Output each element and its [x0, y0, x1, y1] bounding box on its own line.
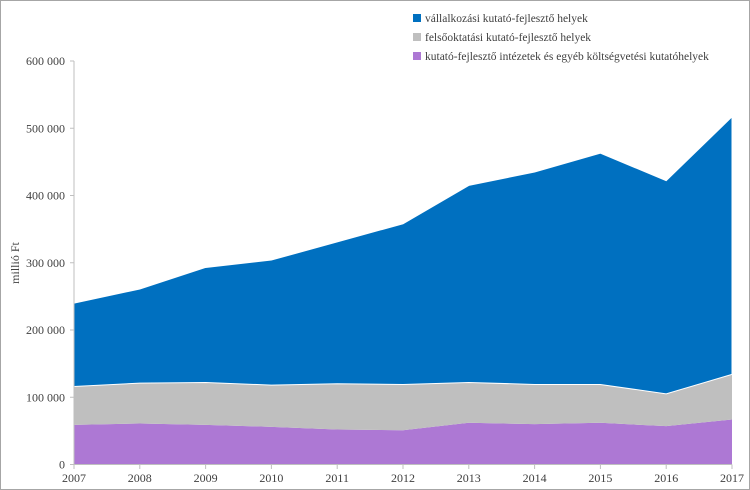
x-tick-label: 2016 — [654, 471, 678, 485]
y-tick-label: 500 000 — [26, 121, 65, 135]
x-tick-label: 2012 — [391, 471, 415, 485]
y-tick-label: 100 000 — [26, 390, 65, 404]
x-tick-label: 2011 — [325, 471, 349, 485]
x-tick-label: 2008 — [128, 471, 152, 485]
legend-label: vállalkozási kutató-fejlesztő helyek — [425, 13, 588, 25]
area-series-1 — [74, 374, 732, 431]
legend-item: kutató-fejlesztő intézetek és egyéb költ… — [413, 51, 709, 63]
x-tick-label: 2017 — [720, 471, 744, 485]
legend-item: felsőoktatási kutató-fejlesztő helyek — [413, 32, 591, 44]
legend-label: kutató-fejlesztő intézetek és egyéb költ… — [425, 51, 709, 63]
x-tick-label: 2007 — [62, 471, 86, 485]
x-tick-label: 2009 — [194, 471, 218, 485]
y-axis-label: millió Ft — [8, 242, 22, 284]
legend-swatch — [413, 33, 421, 41]
area-series-0 — [74, 419, 732, 465]
legend-label: felsőoktatási kutató-fejlesztő helyek — [425, 32, 591, 44]
legend-swatch — [413, 14, 421, 22]
x-tick-label: 2015 — [588, 471, 612, 485]
legend-item: vállalkozási kutató-fejlesztő helyek — [413, 13, 588, 25]
legend-swatch — [413, 52, 421, 60]
area-series-2 — [73, 115, 733, 395]
x-tick-label: 2014 — [523, 471, 547, 485]
y-tick-label: 600 000 — [26, 54, 65, 68]
x-tick-label: 2010 — [259, 471, 283, 485]
x-tick-label: 2013 — [457, 471, 481, 485]
y-tick-label: 0 — [59, 458, 65, 472]
y-tick-label: 300 000 — [26, 256, 65, 270]
y-tick-label: 400 000 — [26, 189, 65, 203]
y-tick-label: 200 000 — [26, 323, 65, 337]
